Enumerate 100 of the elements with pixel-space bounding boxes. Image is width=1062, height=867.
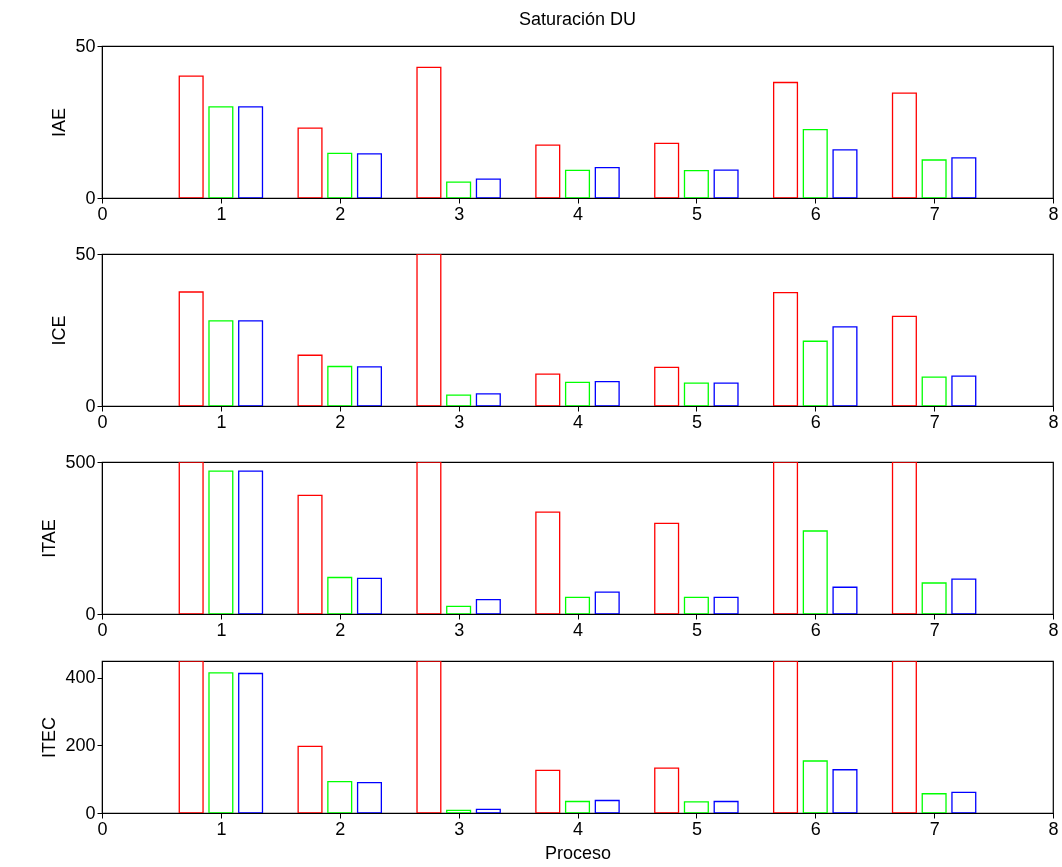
x-tick-label: 1 [216, 411, 227, 432]
y-axis-title: ITEC [39, 716, 60, 759]
bar [356, 153, 383, 198]
bar [208, 320, 234, 406]
bar [475, 178, 501, 198]
bar [535, 373, 561, 406]
bar [683, 382, 709, 406]
bar [921, 793, 947, 813]
y-axis-title: IAE [49, 107, 70, 138]
bar [654, 366, 680, 406]
bar [178, 291, 204, 406]
x-tick-label: 2 [335, 203, 346, 224]
bar [891, 92, 917, 198]
bar [951, 578, 977, 614]
bar [416, 66, 442, 198]
x-tick-label: 1 [216, 818, 227, 839]
y-tick-label: 200 [65, 734, 96, 755]
bar [238, 470, 264, 614]
bar [297, 745, 323, 813]
bar [594, 166, 620, 198]
x-tick-label: 7 [929, 203, 940, 224]
bar [713, 382, 739, 406]
x-tick-label: 3 [454, 411, 465, 432]
bar [713, 169, 739, 198]
bar [416, 254, 442, 406]
bar [951, 791, 977, 813]
x-tick-label: 1 [216, 619, 227, 640]
bar [891, 462, 917, 614]
x-tick-label: 6 [810, 818, 821, 839]
bar [802, 760, 828, 813]
x-tick-label: 4 [572, 818, 584, 839]
bar [594, 591, 620, 614]
bar [446, 809, 472, 813]
bar [594, 381, 620, 406]
x-tick-label: 6 [810, 411, 821, 432]
bar [594, 799, 620, 813]
bar [475, 393, 501, 406]
y-axis-title: ITAE [39, 519, 60, 558]
bar [327, 365, 353, 406]
x-tick-label: 1 [216, 203, 227, 224]
y-tick-label: 50 [75, 243, 96, 264]
x-tick-label: 5 [691, 411, 702, 432]
bar [654, 767, 680, 813]
bar [951, 375, 977, 406]
x-tick-label: 4 [572, 203, 584, 224]
x-tick-label: 3 [454, 818, 465, 839]
x-tick-label: 4 [572, 411, 584, 432]
x-tick-label: 7 [929, 818, 940, 839]
bar [713, 596, 739, 614]
bar [446, 181, 472, 198]
x-tick-label: 2 [335, 619, 346, 640]
bar [356, 781, 383, 813]
bar [356, 366, 383, 406]
bar [772, 81, 799, 198]
x-tick-label: 3 [454, 619, 465, 640]
bar [921, 582, 947, 614]
bar [654, 522, 680, 614]
bar [327, 576, 353, 614]
x-tick-label: 2 [335, 411, 346, 432]
bar [356, 577, 383, 614]
bar [772, 661, 799, 813]
bar [683, 169, 709, 198]
bar [535, 511, 561, 614]
bar [475, 599, 501, 614]
bar [327, 780, 353, 813]
y-tick-label: 0 [85, 187, 96, 208]
x-tick-label: 6 [810, 619, 821, 640]
y-tick-label: 0 [85, 603, 96, 624]
bar [832, 586, 858, 614]
bar [238, 672, 264, 813]
bar [178, 462, 204, 614]
bar [772, 462, 799, 614]
bar [802, 340, 828, 406]
bar [208, 470, 234, 614]
bar [416, 462, 442, 614]
bar [891, 315, 917, 406]
bar [297, 494, 323, 614]
x-tick-label: 7 [929, 411, 940, 432]
bar [535, 769, 561, 813]
bar [208, 672, 234, 813]
bar [921, 159, 947, 198]
y-tick-label: 0 [85, 395, 96, 416]
x-tick-label: 8 [1048, 619, 1059, 640]
y-axis-title: ICE [49, 315, 70, 346]
x-tick-label: 8 [1048, 818, 1059, 839]
bar [772, 291, 799, 406]
x-tick-label: 3 [454, 203, 465, 224]
x-tick-label: 4 [572, 619, 584, 640]
x-tick-label: 5 [691, 203, 702, 224]
x-tick-label: 2 [335, 818, 346, 839]
x-tick-label: 8 [1048, 411, 1059, 432]
bar [564, 800, 591, 813]
bar [683, 596, 709, 614]
y-tick-label: 0 [85, 802, 96, 823]
y-tick-label: 400 [65, 667, 96, 688]
x-tick-label: 6 [810, 203, 821, 224]
bar [178, 75, 204, 198]
y-tick-label: 50 [75, 35, 96, 56]
bar [921, 376, 947, 406]
bar [327, 152, 353, 198]
